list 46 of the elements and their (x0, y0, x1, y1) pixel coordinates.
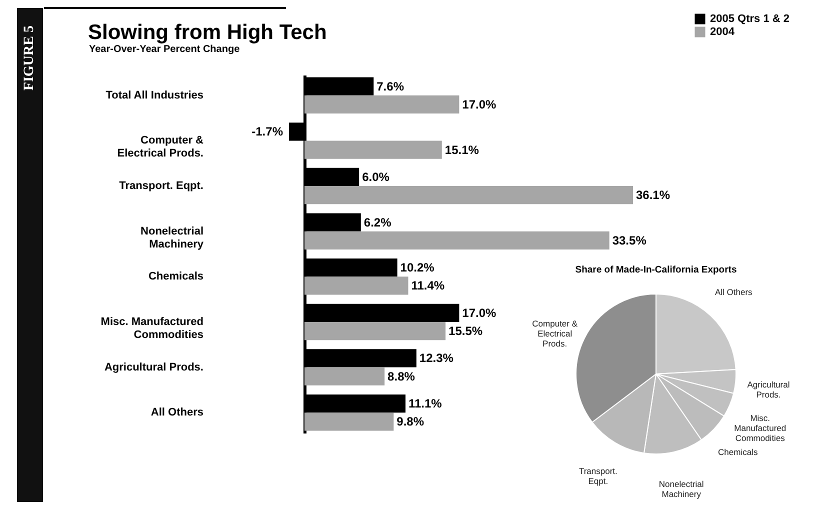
data-label: 6.0% (362, 170, 390, 184)
y-tick-label: Transport. Eqpt. (119, 180, 204, 192)
y-tick-label: Agricultural Prods. (104, 361, 204, 374)
slice-label: Chemicals (718, 446, 758, 457)
data-label: 15.5% (448, 324, 483, 338)
data-label: 33.5% (612, 233, 647, 248)
data-label: 6.2% (364, 215, 392, 230)
data-label: 17.0% (462, 97, 497, 112)
legend-label: 2005 Qtrs 1 & 2 (710, 13, 790, 25)
data-label: 17.0% (462, 306, 497, 320)
bar (304, 95, 460, 114)
legend-label: 2004 (710, 26, 736, 38)
slice-label: Misc. Manufactured Commodities (734, 412, 786, 443)
bar (304, 367, 385, 386)
y-tick-label: Misc. Manufactured Commodities (100, 316, 204, 341)
caption: FIGURE 5 (22, 26, 38, 90)
data-label: 10.2% (400, 260, 435, 275)
chart-title: Slowing from High Tech (88, 21, 327, 44)
y-tick-label: Nonelectrial Machinery (140, 225, 204, 250)
slice-label: All Others (714, 286, 752, 297)
y-tick-label: All Others (150, 406, 204, 419)
data-label: 8.8% (388, 369, 416, 384)
y-tick-label: Chemicals (148, 270, 204, 283)
bar (304, 186, 633, 204)
slice-label: Transport. Eqpt. (578, 466, 618, 486)
slice-label: Nonelectrial Machinery (658, 479, 704, 500)
data-label: 11.4% (411, 278, 445, 293)
y-tick-label: Total All Industries (106, 89, 204, 102)
bar (304, 140, 442, 159)
data-label: -1.7% (252, 124, 284, 139)
y-tick-label: Computer & Electrical Prods. (117, 134, 204, 160)
slice-label: Computer & Electrical Prods. (532, 318, 578, 349)
bar (304, 412, 394, 431)
bar (304, 322, 446, 340)
text: Year-Over-Year Percent Change (89, 44, 240, 55)
data-label: 9.8% (396, 414, 424, 429)
slice-label: Agricultural Prods. (747, 380, 790, 400)
chart-title: Share of Made-In-California Exports (575, 264, 737, 276)
data-label: 15.1% (444, 142, 480, 157)
data-label: 7.6% (376, 79, 404, 94)
data-label: 36.1% (636, 188, 670, 202)
bar (304, 276, 408, 295)
bar (304, 231, 610, 250)
data-label: 11.1% (408, 396, 442, 411)
data-label: 12.3% (419, 351, 454, 366)
side-strip: FIGURE 5 (17, 8, 43, 502)
